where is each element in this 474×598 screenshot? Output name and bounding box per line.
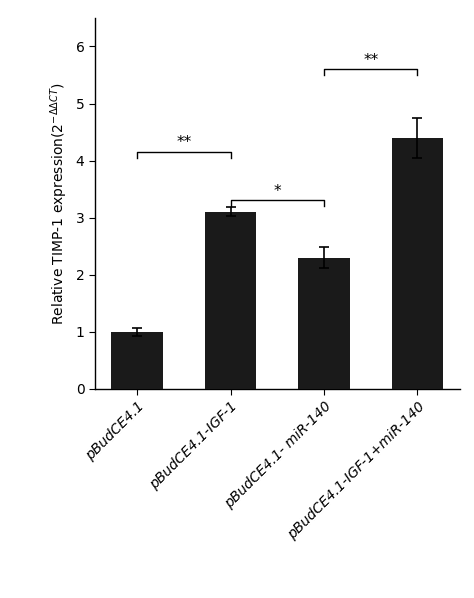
- Y-axis label: Relative TIMP-1 expression(2$^{-\Delta\Delta CT}$): Relative TIMP-1 expression(2$^{-\Delta\D…: [48, 82, 70, 325]
- Text: *: *: [273, 184, 281, 199]
- Bar: [205, 212, 256, 389]
- Bar: [111, 332, 163, 389]
- Bar: [298, 258, 350, 389]
- Bar: [392, 138, 443, 389]
- Text: **: **: [176, 135, 191, 150]
- Text: **: **: [363, 53, 378, 68]
